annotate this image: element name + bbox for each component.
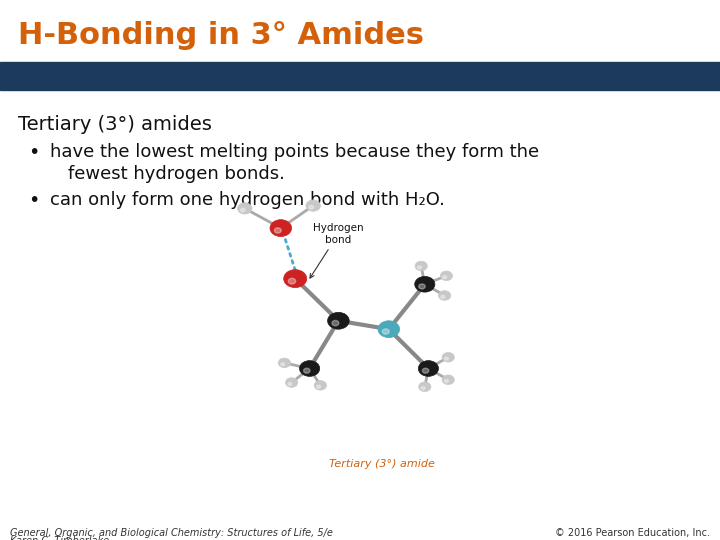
Text: General, Organic, and Biological Chemistry: Structures of Life, 5/e: General, Organic, and Biological Chemist…: [10, 528, 333, 538]
Circle shape: [328, 312, 349, 329]
Circle shape: [419, 382, 431, 392]
Circle shape: [332, 320, 339, 326]
Circle shape: [279, 358, 291, 368]
Text: Karen C. Timberlake: Karen C. Timberlake: [10, 536, 109, 540]
Circle shape: [419, 284, 426, 289]
Circle shape: [418, 361, 438, 376]
Circle shape: [418, 266, 421, 269]
Text: have the lowest melting points because they form the: have the lowest melting points because t…: [50, 143, 539, 161]
Circle shape: [382, 329, 390, 334]
Circle shape: [309, 205, 313, 209]
Circle shape: [415, 261, 428, 271]
Circle shape: [317, 385, 320, 388]
Circle shape: [441, 295, 445, 299]
Circle shape: [306, 200, 320, 211]
Circle shape: [415, 276, 435, 292]
Text: can only form one hydrogen bond with H₂O.: can only form one hydrogen bond with H₂O…: [50, 191, 445, 209]
Circle shape: [274, 228, 282, 233]
Circle shape: [440, 271, 452, 281]
Text: Tertiary (3°) amide: Tertiary (3°) amide: [328, 459, 435, 469]
Circle shape: [238, 203, 252, 214]
Circle shape: [281, 363, 284, 366]
Text: •: •: [28, 143, 40, 162]
Text: •: •: [28, 191, 40, 210]
Circle shape: [285, 378, 298, 387]
Circle shape: [288, 278, 296, 284]
Circle shape: [444, 357, 449, 360]
Bar: [0, 62, 720, 90]
Circle shape: [315, 381, 327, 390]
Circle shape: [442, 375, 454, 384]
Circle shape: [378, 321, 400, 338]
Circle shape: [442, 353, 454, 362]
Text: H-Bonding in 3° Amides: H-Bonding in 3° Amides: [18, 21, 424, 50]
Circle shape: [438, 291, 451, 300]
Circle shape: [304, 368, 310, 373]
Circle shape: [300, 361, 320, 376]
Text: Tertiary (3°) amides: Tertiary (3°) amides: [18, 115, 212, 134]
Circle shape: [423, 368, 429, 373]
Circle shape: [270, 220, 292, 237]
Text: © 2016 Pearson Education, Inc.: © 2016 Pearson Education, Inc.: [555, 528, 710, 538]
Circle shape: [443, 275, 446, 279]
Circle shape: [240, 208, 245, 212]
Circle shape: [284, 269, 307, 288]
Text: Hydrogen
bond: Hydrogen bond: [310, 223, 364, 278]
Text: fewest hydrogen bonds.: fewest hydrogen bonds.: [68, 165, 285, 183]
Circle shape: [444, 380, 449, 383]
Circle shape: [288, 382, 292, 386]
Circle shape: [421, 387, 425, 390]
